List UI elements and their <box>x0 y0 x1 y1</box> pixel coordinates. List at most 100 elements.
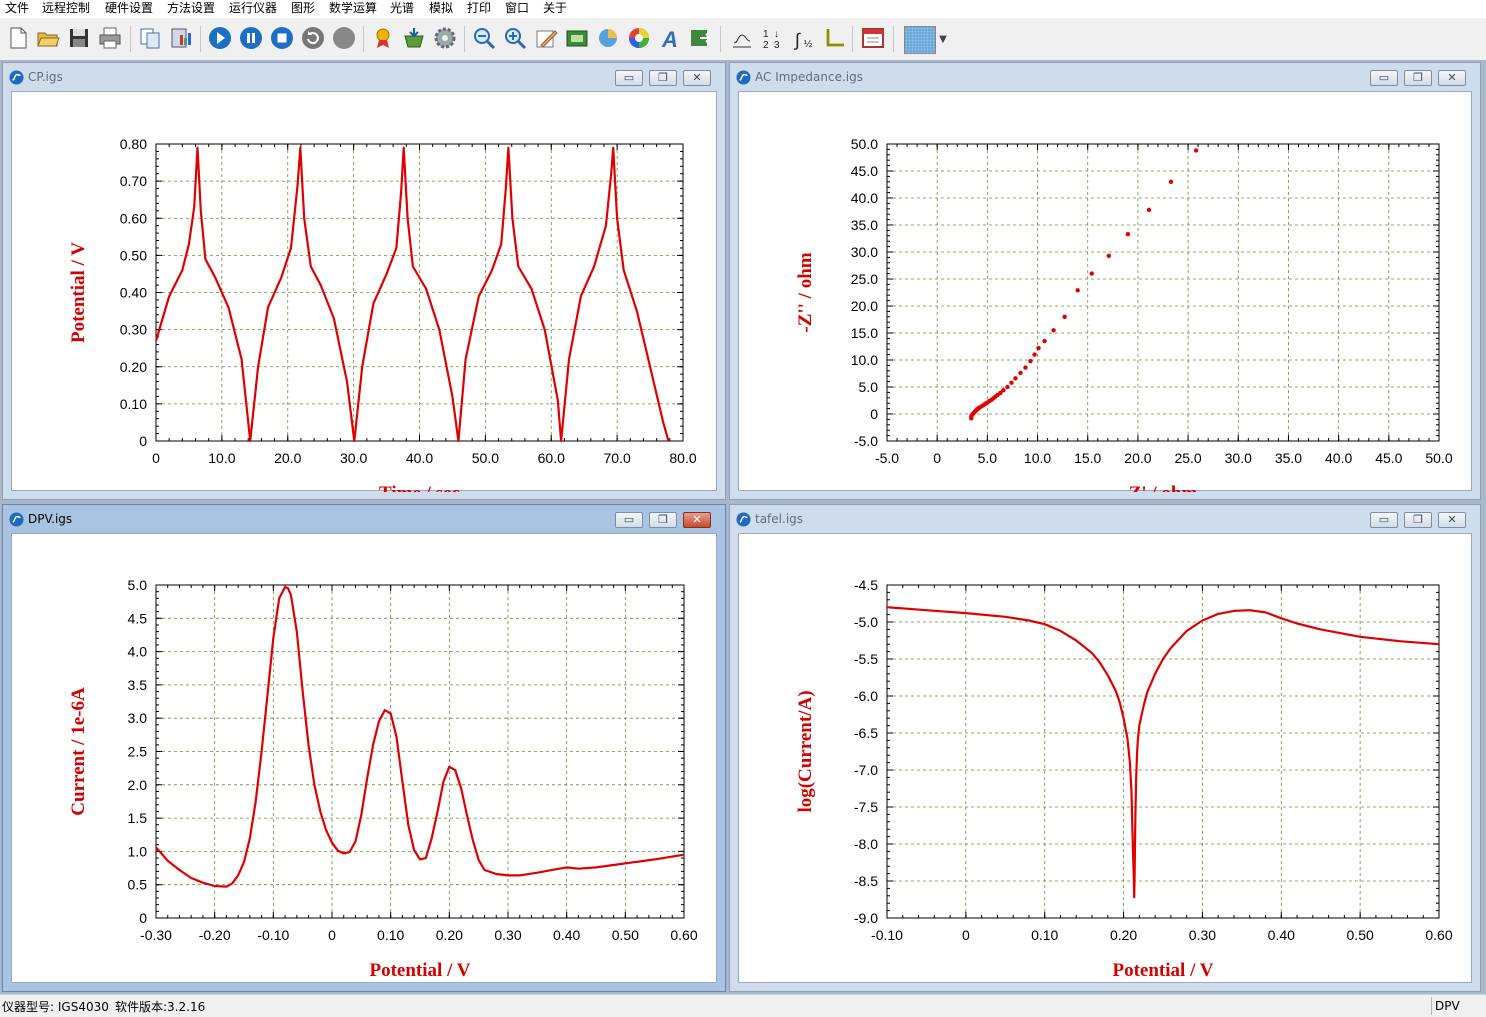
x-tick-label: 0.40 <box>1268 927 1295 943</box>
chart-window-cp[interactable]: CP.igs ▭ ❐ ✕ 0 10.0 20.0 30.0 40.0 50.0 60.0 70.0 80… <box>2 62 726 500</box>
minimize-button[interactable]: ▭ <box>615 70 643 86</box>
close-button[interactable]: ✕ <box>1438 70 1466 86</box>
svg-text:1: 1 <box>763 29 769 40</box>
window-title-bar[interactable]: AC Impedance.igs ▭ ❐ ✕ <box>730 63 1480 91</box>
open-folder-icon[interactable] <box>35 24 61 52</box>
restore-button[interactable]: ❐ <box>1404 512 1432 528</box>
y-tick-label: 4.0 <box>128 644 148 660</box>
plot-area[interactable]: -0.10 0 0.10 0.20 0.30 0.40 0.50 0.60 -9.0 -8.5 -8… <box>738 533 1472 983</box>
export-icon[interactable] <box>688 24 714 52</box>
chart-window-dpv[interactable]: DPV.igs ▭ ❐ ✕ -0.30 -0.20 -0.10 0 0.10 0.20 0.30 0.… <box>2 504 726 992</box>
app-logo-icon <box>9 512 24 527</box>
y-tick-label: 1.0 <box>128 843 148 859</box>
zoom-in-icon[interactable] <box>502 24 528 52</box>
plot-frame <box>886 143 1440 442</box>
minimize-button[interactable]: ▭ <box>1370 70 1398 86</box>
smooth-icon[interactable] <box>729 24 755 52</box>
plot-area[interactable]: -0.30 -0.20 -0.10 0 0.10 0.20 0.30 0.40 0.50 0.60… <box>11 533 717 983</box>
edit-icon[interactable] <box>533 24 559 52</box>
pause-icon[interactable] <box>238 24 264 52</box>
y-tick-label: 5.0 <box>859 379 879 395</box>
x-tick-label: 50.0 <box>1425 450 1452 466</box>
axis-icon[interactable] <box>822 24 848 52</box>
close-button[interactable]: ✕ <box>683 512 711 528</box>
data-point <box>998 390 1003 396</box>
minimize-button[interactable]: ▭ <box>1370 512 1398 528</box>
save-icon[interactable] <box>66 24 92 52</box>
stop-icon[interactable] <box>269 24 295 52</box>
settings-gear-icon[interactable] <box>432 24 458 52</box>
chart-image-icon[interactable] <box>564 24 590 52</box>
repeat-icon[interactable] <box>300 24 326 52</box>
minimize-button[interactable]: ▭ <box>615 512 643 528</box>
chevron-down-icon[interactable]: ▼ <box>939 33 947 45</box>
y-tick-label: -6.5 <box>854 725 878 741</box>
menu-item-7[interactable]: 数学运算 <box>329 1 378 15</box>
data-point <box>1125 231 1131 237</box>
sort-icon[interactable]: 1 2 ↓ 3 <box>760 24 786 52</box>
menu-item-1[interactable]: 文件 <box>5 1 30 15</box>
menu-item-10[interactable]: 打印 <box>467 1 492 15</box>
integrate-icon[interactable]: ∫ ½ <box>791 24 817 52</box>
status-mode: DPV <box>1431 997 1485 1015</box>
copy-icon[interactable] <box>137 24 163 52</box>
menu-item-12[interactable]: 关于 <box>543 1 568 15</box>
menu-item-9[interactable]: 模拟 <box>429 1 454 15</box>
close-button[interactable]: ✕ <box>1438 512 1466 528</box>
window-title-bar[interactable]: DPV.igs ▭ ❐ ✕ <box>3 505 725 533</box>
y-tick-label: -8.5 <box>854 873 878 889</box>
data-point <box>1036 345 1041 351</box>
restore-button[interactable]: ❐ <box>649 70 677 86</box>
y-tick-label: -7.0 <box>854 762 878 778</box>
color-wheel-icon[interactable] <box>626 24 652 52</box>
chart-window-tafel[interactable]: tafel.igs ▭ ❐ ✕ -0.10 0 0.10 0.20 0.30 0.40 0.50 0.… <box>729 504 1481 992</box>
run-icon[interactable] <box>207 24 233 52</box>
series-line <box>886 606 1440 899</box>
menu-item-3[interactable]: 硬件设置 <box>105 1 154 15</box>
close-button[interactable]: ✕ <box>683 70 711 86</box>
minimize-icon: ▭ <box>623 71 635 84</box>
zoom-out-icon[interactable] <box>471 24 497 52</box>
chart-window-ac[interactable]: AC Impedance.igs ▭ ❐ ✕ -5.0 0 5.0 10.0 15.0 20.0 2… <box>729 62 1481 500</box>
data-point <box>1042 338 1047 344</box>
data-point <box>1106 253 1112 258</box>
x-tick-label: -0.30 <box>140 927 172 943</box>
x-tick-label: 0 <box>152 450 160 466</box>
plot-area[interactable]: 0 10.0 20.0 30.0 40.0 50.0 60.0 70.0 80.0 0 0.10 0.… <box>11 91 717 492</box>
plot-area[interactable]: -5.0 0 5.0 10.0 15.0 20.0 25.0 30.0 35.0 40.0 45.0… <box>738 91 1472 492</box>
color-swatch-icon[interactable] <box>904 26 936 54</box>
print-icon[interactable] <box>97 24 123 52</box>
x-tick-label: 0.40 <box>553 927 580 943</box>
record-icon[interactable] <box>331 24 357 52</box>
restore-button[interactable]: ❐ <box>649 512 677 528</box>
menu-item-5[interactable]: 运行仪器 <box>229 1 278 15</box>
text-font-icon[interactable]: A <box>657 24 683 52</box>
window-title-bar[interactable]: CP.igs ▭ ❐ ✕ <box>3 63 725 91</box>
data-point <box>1168 179 1174 184</box>
x-tick-label: 0 <box>933 450 941 466</box>
data-point <box>1193 148 1199 153</box>
menu-item-11[interactable]: 窗口 <box>505 1 530 15</box>
window-title-bar[interactable]: tafel.igs ▭ ❐ ✕ <box>730 505 1480 533</box>
menu-item-4[interactable]: 方法设置 <box>167 1 216 15</box>
menu-item-2[interactable]: 远程控制 <box>42 1 91 15</box>
data-point <box>1028 358 1033 364</box>
x-tick-label: 0.60 <box>1425 927 1452 943</box>
x-tick-label: 50.0 <box>472 450 499 466</box>
x-tick-label: 0.60 <box>670 927 697 943</box>
app-logo-icon <box>736 512 751 527</box>
new-file-icon[interactable] <box>5 24 31 52</box>
restore-button[interactable]: ❐ <box>1404 70 1432 86</box>
y-tick-label: 0.30 <box>120 322 147 338</box>
y-tick-label: 40.0 <box>851 190 878 206</box>
calendar-icon[interactable] <box>860 24 886 52</box>
basket-icon[interactable] <box>401 24 427 52</box>
pie-icon[interactable] <box>595 24 621 52</box>
x-tick-label: 0.30 <box>1189 927 1216 943</box>
menu-item-8[interactable]: 光谱 <box>390 1 415 15</box>
plot-frame <box>886 584 1440 919</box>
paste-chart-icon[interactable] <box>168 24 194 52</box>
y-tick-label: 0.80 <box>120 136 147 152</box>
award-icon[interactable] <box>370 24 396 52</box>
menu-item-6[interactable]: 图形 <box>291 1 316 15</box>
